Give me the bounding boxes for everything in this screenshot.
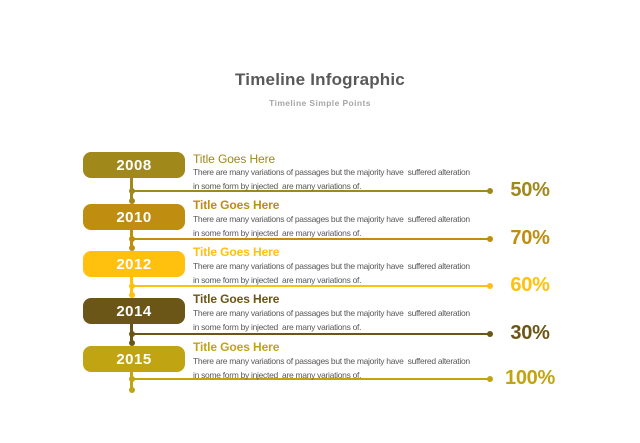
row-title[interactable]: Title Goes Here xyxy=(193,245,280,259)
leader-line-end-dot xyxy=(487,188,493,194)
row-body-line: in some form by injected are many variat… xyxy=(193,274,362,285)
timeline-row: 2010 Title Goes Here There are many vari… xyxy=(0,199,640,256)
row-body-line: There are many variations of passages bu… xyxy=(193,214,470,224)
row-percent-value[interactable]: 100% xyxy=(505,367,555,389)
year-badge[interactable]: 2012 xyxy=(83,251,185,277)
leader-line-start-dot xyxy=(129,188,135,194)
row-body-line: in some form by injected are many variat… xyxy=(193,321,362,332)
timeline-row: 2015 Title Goes Here There are many vari… xyxy=(0,341,640,398)
leader-line xyxy=(132,378,490,380)
row-body-line: There are many variations of passages bu… xyxy=(193,356,470,366)
timeline-end-dot xyxy=(129,387,135,393)
year-badge[interactable]: 2008 xyxy=(83,152,185,178)
leader-line xyxy=(132,190,490,192)
leader-line-end-dot xyxy=(487,283,493,289)
timeline-node-dot xyxy=(129,198,135,204)
leader-line-end-dot xyxy=(487,236,493,242)
row-percent-value[interactable]: 70% xyxy=(510,227,550,249)
row-percent-value[interactable]: 50% xyxy=(510,179,550,201)
timeline-row: 2012 Title Goes Here There are many vari… xyxy=(0,246,640,303)
row-body-text[interactable]: There are many variations of passages bu… xyxy=(193,307,470,334)
row-body-line: in some form by injected are many variat… xyxy=(193,227,362,238)
row-title[interactable]: Title Goes Here xyxy=(193,340,280,354)
leader-line-end-dot xyxy=(487,376,493,382)
leader-line xyxy=(132,285,490,287)
row-body-text[interactable]: There are many variations of passages bu… xyxy=(193,213,470,240)
row-percent-value[interactable]: 30% xyxy=(510,322,550,344)
row-title[interactable]: Title Goes Here xyxy=(193,198,280,212)
year-badge[interactable]: 2015 xyxy=(83,346,185,372)
row-body-text[interactable]: There are many variations of passages bu… xyxy=(193,166,470,193)
row-body-line: There are many variations of passages bu… xyxy=(193,308,470,318)
timeline-row: 2008 Title Goes Here There are many vari… xyxy=(0,152,640,204)
row-body-line: in some form by injected are many variat… xyxy=(193,180,362,191)
year-badge[interactable]: 2010 xyxy=(83,204,185,230)
leader-line-start-dot xyxy=(129,376,135,382)
row-title[interactable]: Title Goes Here xyxy=(193,152,276,166)
row-body-text[interactable]: There are many variations of passages bu… xyxy=(193,355,470,382)
timeline-row: 2014 Title Goes Here There are many vari… xyxy=(0,293,640,350)
leader-line-start-dot xyxy=(129,331,135,337)
row-body-line: There are many variations of passages bu… xyxy=(193,261,470,271)
timeline-node-dot xyxy=(129,292,135,298)
leader-line-end-dot xyxy=(487,331,493,337)
row-title[interactable]: Title Goes Here xyxy=(193,292,280,306)
timeline-node-dot xyxy=(129,340,135,346)
page-subtitle: Timeline Simple Points xyxy=(269,98,371,108)
row-body-text[interactable]: There are many variations of passages bu… xyxy=(193,260,470,287)
leader-line xyxy=(132,238,490,240)
leader-line-start-dot xyxy=(129,283,135,289)
page-title: Timeline Infographic xyxy=(235,70,405,89)
row-body-line: There are many variations of passages bu… xyxy=(193,167,470,177)
year-badge[interactable]: 2014 xyxy=(83,298,185,324)
leader-line xyxy=(132,333,490,335)
row-body-line: in some form by injected are many variat… xyxy=(193,369,362,380)
leader-line-start-dot xyxy=(129,236,135,242)
timeline-node-dot xyxy=(129,245,135,251)
row-percent-value[interactable]: 60% xyxy=(510,274,550,296)
